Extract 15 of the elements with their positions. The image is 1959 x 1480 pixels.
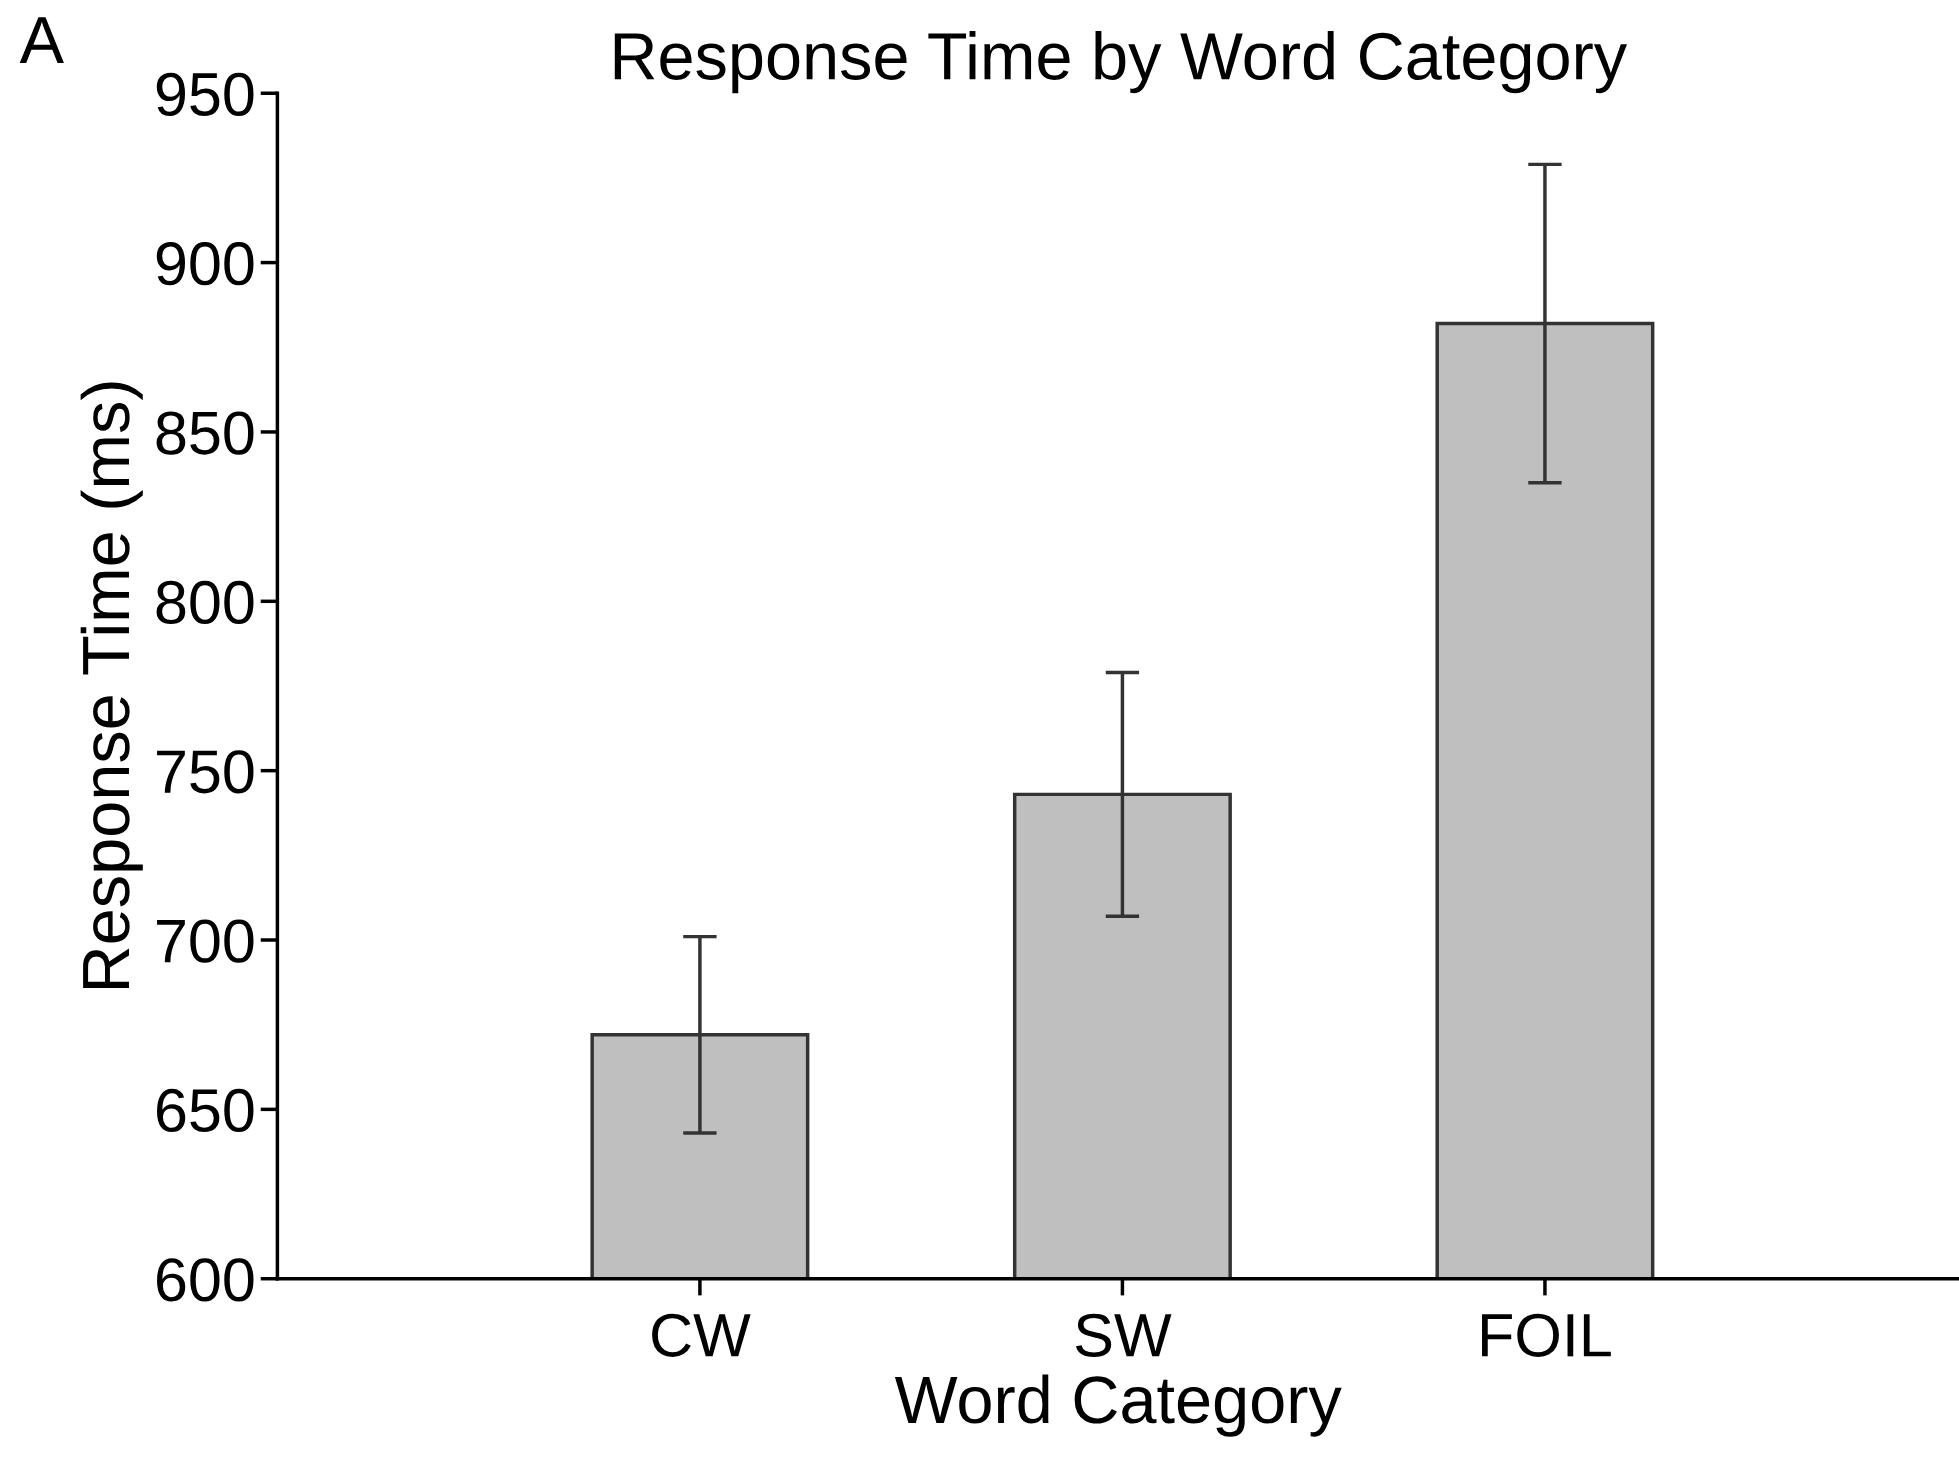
x-tick-label: SW bbox=[1075, 1313, 1172, 1357]
x-axis-title: Word Category bbox=[894, 1374, 1342, 1437]
y-tick-label: 850 bbox=[156, 411, 254, 455]
y-tick-label: 800 bbox=[156, 580, 254, 625]
y-axis-title: Response Time (ms) bbox=[80, 382, 143, 988]
text: A bbox=[19, 17, 64, 64]
y-tick-label: 750 bbox=[157, 750, 254, 794]
y-tick-label: 700 bbox=[157, 919, 254, 963]
chart-title: Response Time by Word Category bbox=[614, 31, 1627, 94]
y-tick-label: 950 bbox=[156, 72, 254, 116]
y-tick-label: 650 bbox=[157, 1088, 254, 1133]
y-tick-label: 600 bbox=[157, 1258, 254, 1302]
x-tick-label: FOIL bbox=[1482, 1313, 1611, 1357]
y-tick-label: 900 bbox=[156, 242, 254, 286]
x-tick-label: CW bbox=[652, 1313, 751, 1357]
